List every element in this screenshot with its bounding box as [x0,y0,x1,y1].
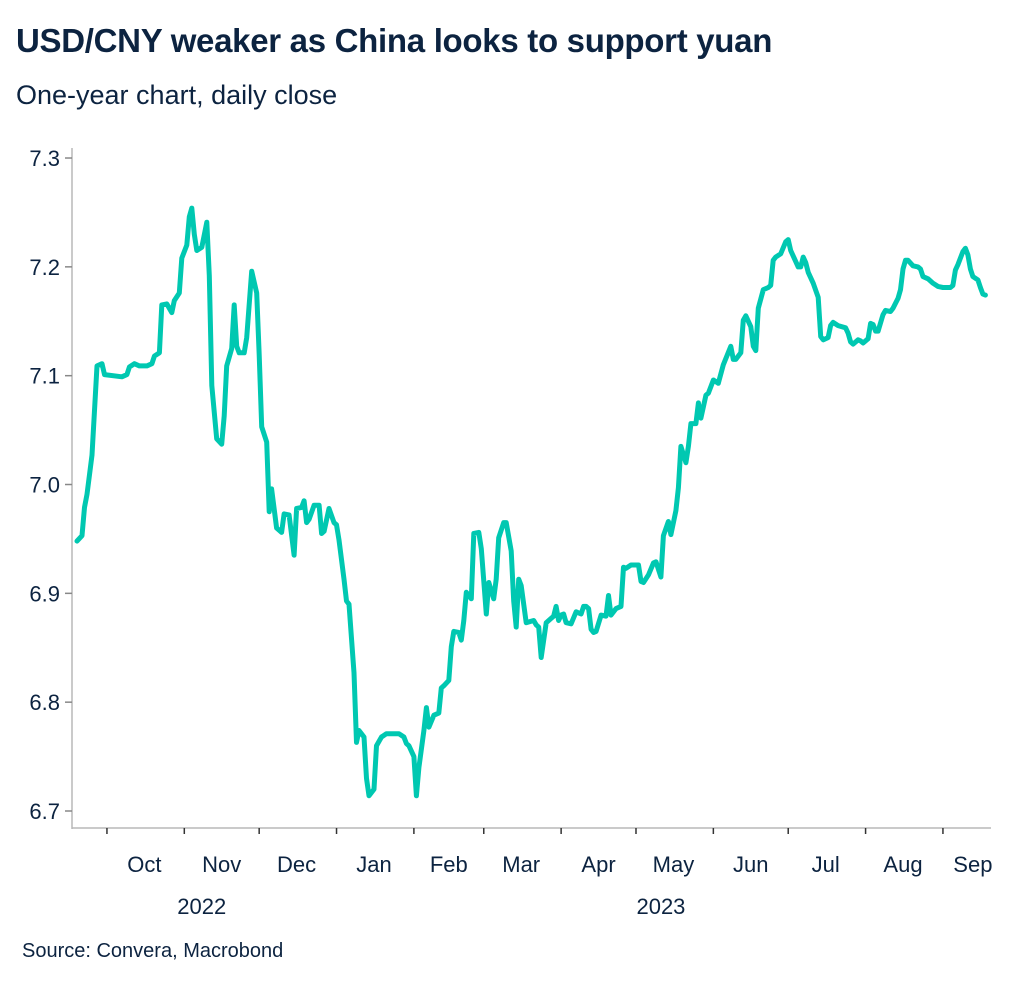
chart-title: USD/CNY weaker as China looks to support… [16,22,773,59]
series-group [74,205,988,799]
y-axis-ticks: 6.7 6.8 6.9 7.0 7.1 7.2 7.3 [29,146,72,824]
y-tick-label: 7.0 [29,473,60,498]
axes [71,148,991,829]
x-tick-label: Jan [356,852,391,877]
x-tick-label: May [653,852,695,877]
x-year-label: 2023 [636,894,685,919]
x-tick-label: Dec [277,852,316,877]
x-tick-label: Jul [812,852,840,877]
x-tick-label: Oct [127,852,161,877]
series-line-usd-cny [74,205,988,799]
x-tick-label: Sep [953,852,992,877]
y-tick-label: 7.1 [29,364,60,389]
x-year-label: 2022 [177,894,226,919]
x-tick-label: Jun [733,852,768,877]
x-tick-label: Nov [202,852,241,877]
x-tick-label: Feb [430,852,468,877]
y-tick-label: 6.8 [29,690,60,715]
y-tick-label: 6.9 [29,581,60,606]
x-tick-label: Aug [883,852,922,877]
y-tick-label: 6.7 [29,799,60,824]
y-tick-label: 7.3 [29,146,60,171]
chart-subtitle: One-year chart, daily close [16,80,338,110]
x-tick-label: Mar [502,852,540,877]
y-tick-label: 7.2 [29,255,60,280]
source-note: Source: Convera, Macrobond [22,940,284,962]
x-axis-ticks: Oct Nov Dec Jan Feb Mar Apr May Jun Jul Aug Sep 2022… [106,828,992,919]
x-tick-label: Apr [581,852,615,877]
